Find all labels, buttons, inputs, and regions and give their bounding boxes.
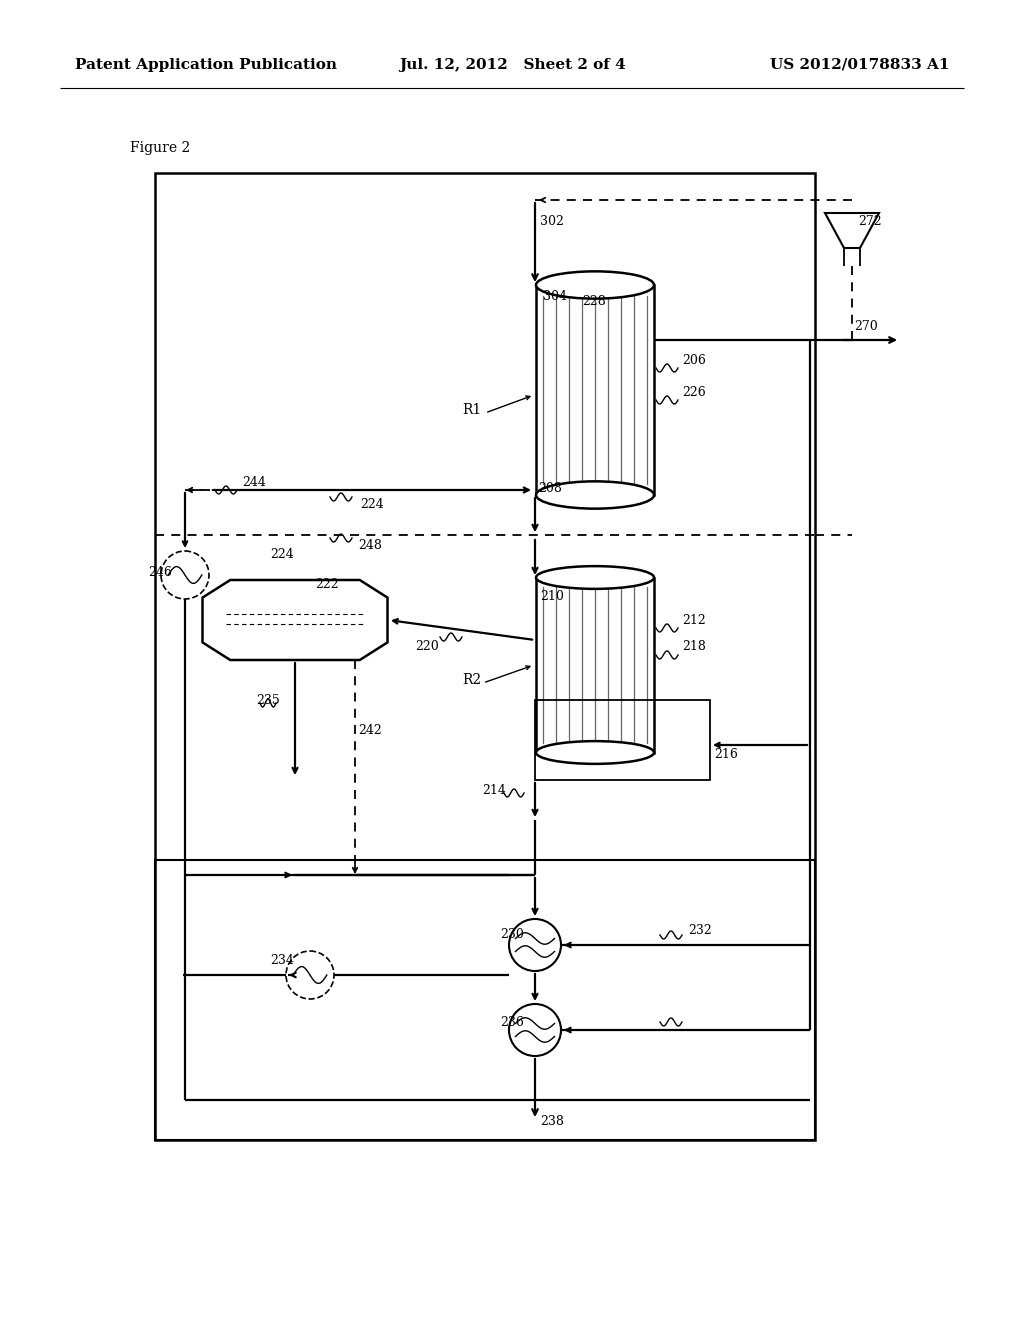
Circle shape — [161, 550, 209, 599]
Circle shape — [286, 950, 334, 999]
Ellipse shape — [536, 566, 654, 589]
Text: Figure 2: Figure 2 — [130, 141, 190, 154]
Text: 236: 236 — [500, 1015, 524, 1028]
Text: 272: 272 — [858, 215, 882, 228]
Text: 244: 244 — [242, 475, 266, 488]
Circle shape — [509, 1005, 561, 1056]
Text: 206: 206 — [682, 354, 706, 367]
Polygon shape — [203, 579, 387, 660]
Text: 246: 246 — [148, 566, 172, 579]
Ellipse shape — [536, 482, 654, 508]
Bar — [536, 578, 654, 752]
Text: 224: 224 — [270, 549, 294, 561]
Text: Patent Application Publication: Patent Application Publication — [75, 58, 337, 73]
Text: R1: R1 — [462, 403, 481, 417]
Text: 242: 242 — [358, 723, 382, 737]
Text: 214: 214 — [482, 784, 506, 796]
Circle shape — [509, 919, 561, 972]
Text: 302: 302 — [540, 215, 564, 228]
Text: 224: 224 — [360, 498, 384, 511]
Text: 248: 248 — [358, 539, 382, 552]
Text: 220: 220 — [415, 640, 438, 653]
Text: US 2012/0178833 A1: US 2012/0178833 A1 — [769, 58, 949, 73]
Text: 212: 212 — [682, 614, 706, 627]
Bar — [535, 700, 710, 780]
Text: Jul. 12, 2012   Sheet 2 of 4: Jul. 12, 2012 Sheet 2 of 4 — [398, 58, 626, 73]
Text: 230: 230 — [500, 928, 524, 941]
Text: 216: 216 — [714, 748, 738, 762]
Text: 226: 226 — [682, 385, 706, 399]
Bar — [155, 173, 815, 1140]
Text: 210: 210 — [540, 590, 564, 603]
Text: 304: 304 — [543, 290, 567, 304]
Ellipse shape — [536, 741, 654, 764]
Text: 222: 222 — [315, 578, 339, 590]
Text: 235: 235 — [256, 693, 280, 706]
Text: R2: R2 — [462, 673, 481, 686]
Text: 238: 238 — [540, 1115, 564, 1129]
Text: 228: 228 — [582, 294, 606, 308]
Ellipse shape — [536, 272, 654, 298]
Text: 208: 208 — [538, 482, 562, 495]
Polygon shape — [825, 213, 879, 248]
Text: 270: 270 — [854, 319, 878, 333]
Text: 218: 218 — [682, 640, 706, 653]
Bar — [536, 285, 654, 495]
Text: 232: 232 — [688, 924, 712, 936]
Bar — [155, 861, 815, 1140]
Text: 234: 234 — [270, 953, 294, 966]
